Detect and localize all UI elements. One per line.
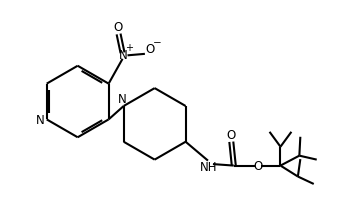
Text: NH: NH xyxy=(200,161,217,174)
Text: N: N xyxy=(118,93,127,106)
Text: O: O xyxy=(227,129,236,142)
Text: O: O xyxy=(113,21,122,33)
Text: +: + xyxy=(126,43,133,53)
Text: N: N xyxy=(119,49,128,62)
Text: −: − xyxy=(153,38,162,48)
Text: O: O xyxy=(146,43,155,56)
Text: N: N xyxy=(36,114,45,127)
Text: O: O xyxy=(253,160,262,173)
